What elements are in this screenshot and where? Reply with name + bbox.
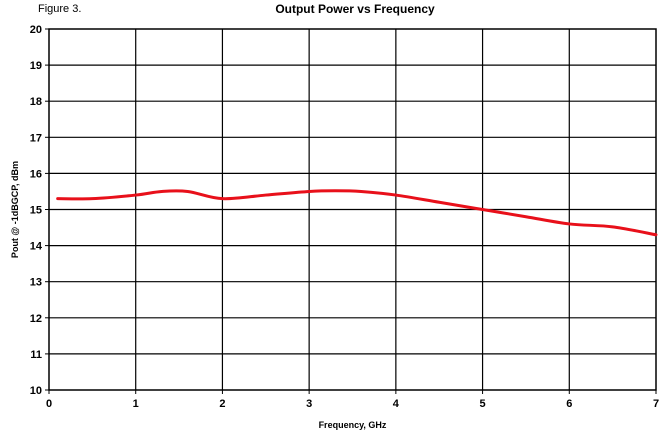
- y-tick-label: 18: [30, 96, 42, 108]
- x-axis-title: Frequency, GHz: [319, 420, 387, 430]
- series-line: [56, 189, 658, 237]
- y-axis-title: Pout @ -1dBGCP, dBm: [10, 161, 20, 258]
- y-tick-label: 16: [30, 168, 42, 180]
- x-tick-label: 1: [133, 398, 139, 410]
- y-tick-label: 12: [30, 313, 42, 325]
- x-tick-label: 2: [219, 398, 225, 410]
- grid-lines: [49, 29, 656, 390]
- y-tick-label: 13: [30, 277, 42, 289]
- x-tick-label: 5: [480, 398, 486, 410]
- y-tick-label: 14: [30, 241, 43, 253]
- figure-label: Figure 3.: [38, 3, 82, 15]
- x-tick-label: 3: [306, 398, 312, 410]
- series-layer: [56, 189, 658, 237]
- y-tick-label: 10: [30, 385, 42, 397]
- x-tick-label: 4: [393, 398, 400, 410]
- chart-title: Output Power vs Frequency: [275, 2, 435, 16]
- x-tick-label: 0: [46, 398, 52, 410]
- y-tick-label: 17: [30, 132, 42, 144]
- y-tick-label: 15: [30, 205, 42, 217]
- y-tick-label: 20: [30, 24, 42, 36]
- x-tick-label: 7: [653, 398, 659, 410]
- x-tick-label: 6: [566, 398, 572, 410]
- y-tick-label: 19: [30, 60, 42, 72]
- y-tick-label: 11: [30, 349, 42, 361]
